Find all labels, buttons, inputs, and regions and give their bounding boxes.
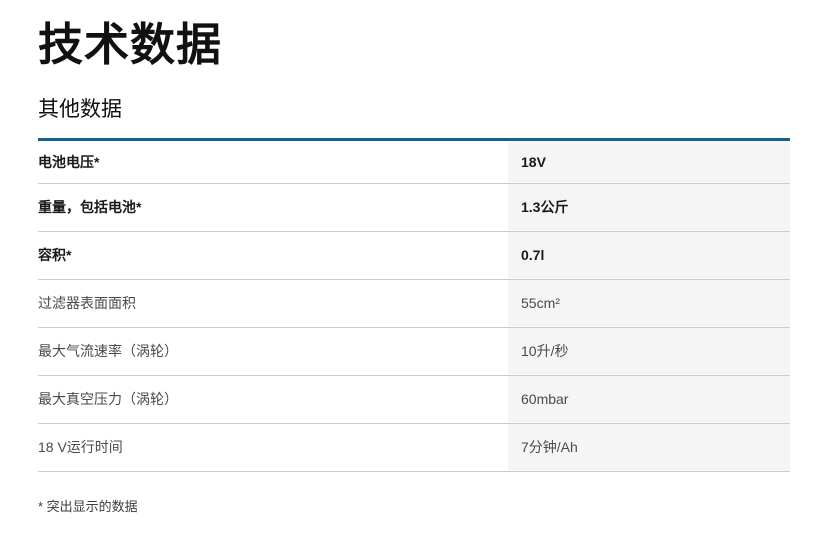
- table-row: 最大真空压力（涡轮） 60mbar: [38, 375, 790, 424]
- spec-value: 60mbar: [521, 391, 569, 408]
- spec-value-cell: 18V: [508, 140, 790, 183]
- table-row: 最大气流速率（涡轮） 10升/秒: [38, 327, 790, 376]
- spec-label: 过滤器表面面积: [38, 295, 136, 312]
- spec-value-cell: 60mbar: [508, 375, 790, 423]
- spec-value-cell: 7分钟/Ah: [508, 423, 790, 471]
- spec-table: 电池电压* 18V 重量，包括电池* 1.3公斤 容积* 0.7l 过滤器表面面…: [38, 137, 790, 472]
- content-area: 技术数据 其他数据 电池电压* 18V 重量，包括电池* 1.3公斤 容积* 0…: [38, 0, 790, 515]
- spec-value: 10升/秒: [521, 343, 569, 360]
- spec-value-cell: 10升/秒: [508, 327, 790, 375]
- table-row: 重量，包括电池* 1.3公斤: [38, 183, 790, 232]
- footnote: * 突出显示的数据: [38, 498, 138, 514]
- spec-value: 7分钟/Ah: [521, 439, 578, 456]
- spec-value-cell: 0.7l: [508, 231, 790, 279]
- spec-value: 55cm²: [521, 295, 560, 312]
- spec-value: 18V: [521, 153, 546, 170]
- section-title: 其他数据: [38, 97, 122, 121]
- spec-value: 1.3公斤: [521, 199, 569, 216]
- spec-value-cell: 1.3公斤: [508, 183, 790, 231]
- spec-label: 电池电压*: [38, 153, 100, 170]
- table-row: 电池电压* 18V: [38, 140, 790, 184]
- spec-value: 0.7l: [521, 247, 545, 264]
- page-title: 技术数据: [38, 19, 223, 70]
- spec-label: 重量，包括电池*: [38, 199, 142, 216]
- table-row: 18 V运行时间 7分钟/Ah: [38, 423, 790, 472]
- table-row: 容积* 0.7l: [38, 231, 790, 280]
- table-row: 过滤器表面面积 55cm²: [38, 279, 790, 328]
- spec-label: 最大真空压力（涡轮）: [38, 391, 178, 408]
- spec-label: 容积*: [38, 247, 72, 264]
- spec-label: 18 V运行时间: [38, 439, 123, 456]
- spec-value-cell: 55cm²: [508, 279, 790, 327]
- spec-label: 最大气流速率（涡轮）: [38, 343, 178, 360]
